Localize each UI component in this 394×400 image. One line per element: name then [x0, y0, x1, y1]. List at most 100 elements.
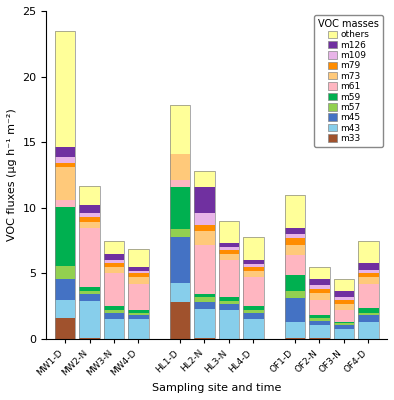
- Bar: [243, 264, 264, 267]
- Bar: [128, 248, 149, 339]
- Bar: [358, 241, 379, 263]
- Bar: [194, 297, 215, 302]
- Bar: [309, 267, 330, 279]
- Bar: [79, 217, 100, 222]
- Bar: [358, 316, 379, 322]
- Bar: [358, 278, 379, 284]
- Bar: [358, 322, 379, 339]
- Bar: [55, 318, 75, 339]
- Bar: [128, 310, 149, 313]
- Bar: [284, 338, 305, 339]
- Bar: [243, 310, 264, 313]
- Bar: [309, 316, 330, 318]
- Bar: [55, 167, 75, 200]
- Bar: [219, 297, 239, 301]
- Bar: [79, 290, 100, 294]
- Bar: [55, 163, 75, 167]
- Bar: [334, 279, 354, 290]
- Bar: [284, 228, 305, 234]
- Bar: [169, 283, 190, 302]
- Bar: [104, 313, 125, 320]
- Bar: [79, 287, 100, 290]
- Bar: [334, 304, 354, 310]
- Bar: [334, 323, 354, 325]
- Bar: [284, 290, 305, 298]
- Bar: [104, 241, 125, 339]
- Bar: [309, 267, 330, 339]
- Bar: [334, 325, 354, 329]
- Bar: [128, 274, 149, 278]
- Bar: [284, 298, 305, 322]
- Bar: [169, 237, 190, 283]
- Bar: [169, 229, 190, 237]
- Bar: [284, 195, 305, 228]
- Bar: [219, 260, 239, 297]
- Bar: [104, 254, 125, 260]
- Bar: [309, 279, 330, 285]
- Bar: [194, 232, 215, 245]
- Bar: [104, 310, 125, 313]
- Bar: [104, 274, 125, 306]
- Bar: [334, 329, 354, 339]
- Bar: [104, 241, 125, 254]
- Bar: [128, 278, 149, 284]
- Bar: [128, 271, 149, 274]
- Bar: [128, 313, 149, 316]
- Bar: [309, 293, 330, 300]
- Bar: [358, 270, 379, 274]
- Bar: [219, 247, 239, 250]
- Bar: [284, 275, 305, 290]
- Bar: [243, 267, 264, 271]
- Bar: [55, 148, 75, 157]
- Bar: [358, 263, 379, 270]
- Bar: [194, 171, 215, 339]
- Bar: [55, 200, 75, 206]
- Bar: [79, 213, 100, 217]
- Bar: [284, 195, 305, 339]
- Bar: [309, 325, 330, 338]
- Bar: [194, 309, 215, 338]
- Bar: [79, 338, 100, 339]
- Bar: [284, 245, 305, 255]
- Bar: [243, 320, 264, 339]
- Bar: [128, 284, 149, 310]
- Bar: [55, 206, 75, 266]
- Bar: [309, 321, 330, 325]
- Bar: [284, 322, 305, 338]
- Bar: [334, 290, 354, 297]
- Bar: [309, 318, 330, 321]
- Legend: others, m126, m109, m79, m73, m61, m59, m57, m45, m43, m33: others, m126, m109, m79, m73, m61, m59, …: [314, 16, 383, 146]
- Bar: [79, 301, 100, 338]
- Bar: [79, 205, 100, 213]
- Bar: [219, 243, 239, 247]
- Bar: [358, 308, 379, 313]
- Bar: [194, 294, 215, 297]
- Bar: [243, 271, 264, 278]
- Bar: [284, 255, 305, 275]
- Bar: [104, 263, 125, 267]
- Bar: [358, 274, 379, 278]
- Bar: [194, 213, 215, 225]
- Bar: [128, 267, 149, 271]
- Bar: [194, 338, 215, 339]
- Bar: [169, 302, 190, 339]
- Bar: [284, 238, 305, 245]
- Bar: [55, 266, 75, 279]
- Bar: [169, 106, 190, 339]
- Bar: [79, 222, 100, 228]
- Bar: [79, 294, 100, 301]
- Bar: [309, 285, 330, 289]
- Bar: [55, 300, 75, 318]
- Bar: [219, 310, 239, 339]
- Bar: [243, 313, 264, 320]
- Bar: [358, 284, 379, 308]
- Bar: [334, 300, 354, 304]
- Bar: [194, 245, 215, 294]
- Bar: [79, 186, 100, 339]
- Bar: [284, 234, 305, 238]
- Bar: [334, 297, 354, 300]
- Bar: [79, 228, 100, 287]
- Bar: [169, 187, 190, 229]
- Bar: [128, 248, 149, 267]
- Bar: [169, 154, 190, 180]
